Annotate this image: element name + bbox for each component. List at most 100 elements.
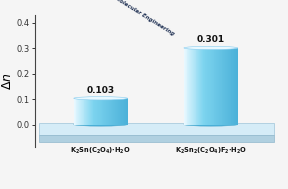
- Bar: [201, 48, 202, 125]
- Bar: [190, 48, 191, 125]
- Bar: [84, 98, 86, 125]
- Text: $\mathbf{K_2Sn_2(C_2O_4)F_2{\cdot}H_2O}$: $\mathbf{K_2Sn_2(C_2O_4)F_2{\cdot}H_2O}$: [175, 146, 247, 156]
- Bar: [106, 98, 107, 125]
- Bar: [79, 98, 80, 125]
- Bar: [104, 98, 105, 125]
- Bar: [198, 48, 199, 125]
- Bar: [231, 48, 232, 125]
- Polygon shape: [39, 135, 274, 142]
- Bar: [206, 48, 207, 125]
- Bar: [237, 48, 238, 125]
- Bar: [187, 48, 189, 125]
- Bar: [120, 98, 122, 125]
- Bar: [88, 98, 89, 125]
- Bar: [119, 98, 120, 125]
- Text: Rational Molecular Engineering: Rational Molecular Engineering: [90, 0, 175, 37]
- Bar: [205, 48, 206, 125]
- Bar: [211, 48, 212, 125]
- Bar: [229, 48, 230, 125]
- Bar: [197, 48, 198, 125]
- Bar: [87, 98, 88, 125]
- Bar: [233, 48, 234, 125]
- Bar: [228, 48, 229, 125]
- Bar: [216, 48, 217, 125]
- Bar: [220, 48, 221, 125]
- Bar: [221, 48, 222, 125]
- Bar: [217, 48, 218, 125]
- Bar: [226, 48, 227, 125]
- Bar: [108, 98, 109, 125]
- Bar: [95, 98, 96, 125]
- Bar: [122, 98, 123, 125]
- Bar: [103, 98, 104, 125]
- Bar: [91, 98, 92, 125]
- Bar: [188, 48, 190, 125]
- Polygon shape: [190, 0, 288, 53]
- Bar: [218, 48, 219, 125]
- Bar: [200, 48, 201, 125]
- Bar: [75, 98, 77, 125]
- Y-axis label: $\Delta n$: $\Delta n$: [1, 72, 14, 90]
- Bar: [125, 98, 126, 125]
- Bar: [127, 98, 128, 125]
- Bar: [236, 48, 237, 125]
- Bar: [101, 98, 102, 125]
- Bar: [105, 98, 106, 125]
- Bar: [213, 48, 214, 125]
- Bar: [78, 98, 79, 125]
- Bar: [196, 48, 197, 125]
- Bar: [225, 48, 226, 125]
- Bar: [209, 48, 210, 125]
- Bar: [99, 98, 100, 125]
- Bar: [114, 98, 115, 125]
- Ellipse shape: [184, 123, 238, 126]
- Bar: [84, 98, 85, 125]
- Bar: [202, 48, 203, 125]
- Bar: [109, 98, 110, 125]
- Bar: [192, 48, 193, 125]
- Bar: [213, 48, 215, 125]
- Bar: [199, 48, 200, 125]
- Bar: [208, 48, 209, 125]
- Bar: [94, 98, 95, 125]
- Bar: [94, 98, 96, 125]
- Bar: [196, 48, 198, 125]
- Bar: [194, 48, 195, 125]
- Bar: [107, 98, 108, 125]
- Bar: [96, 98, 97, 125]
- Bar: [214, 48, 215, 125]
- Ellipse shape: [74, 123, 128, 126]
- Bar: [89, 98, 90, 125]
- Bar: [118, 98, 119, 125]
- Bar: [115, 98, 116, 125]
- Bar: [98, 98, 99, 125]
- Bar: [235, 48, 236, 125]
- Ellipse shape: [74, 97, 128, 100]
- Bar: [81, 98, 82, 125]
- Bar: [193, 48, 194, 125]
- Bar: [76, 98, 77, 125]
- Bar: [83, 98, 84, 125]
- Bar: [210, 48, 211, 125]
- Bar: [232, 48, 233, 125]
- Bar: [221, 48, 223, 125]
- Bar: [227, 48, 228, 125]
- Bar: [77, 98, 78, 125]
- Bar: [123, 98, 124, 125]
- Bar: [212, 48, 213, 125]
- Bar: [116, 98, 117, 125]
- Bar: [124, 98, 125, 125]
- Bar: [80, 98, 81, 125]
- Bar: [126, 98, 127, 125]
- Bar: [120, 98, 121, 125]
- Bar: [75, 98, 76, 125]
- Bar: [92, 98, 94, 125]
- Bar: [230, 48, 231, 125]
- Bar: [186, 48, 187, 125]
- Bar: [111, 98, 112, 125]
- Bar: [102, 98, 103, 125]
- Bar: [92, 98, 93, 125]
- Bar: [100, 98, 101, 125]
- Bar: [189, 48, 190, 125]
- Bar: [187, 48, 188, 125]
